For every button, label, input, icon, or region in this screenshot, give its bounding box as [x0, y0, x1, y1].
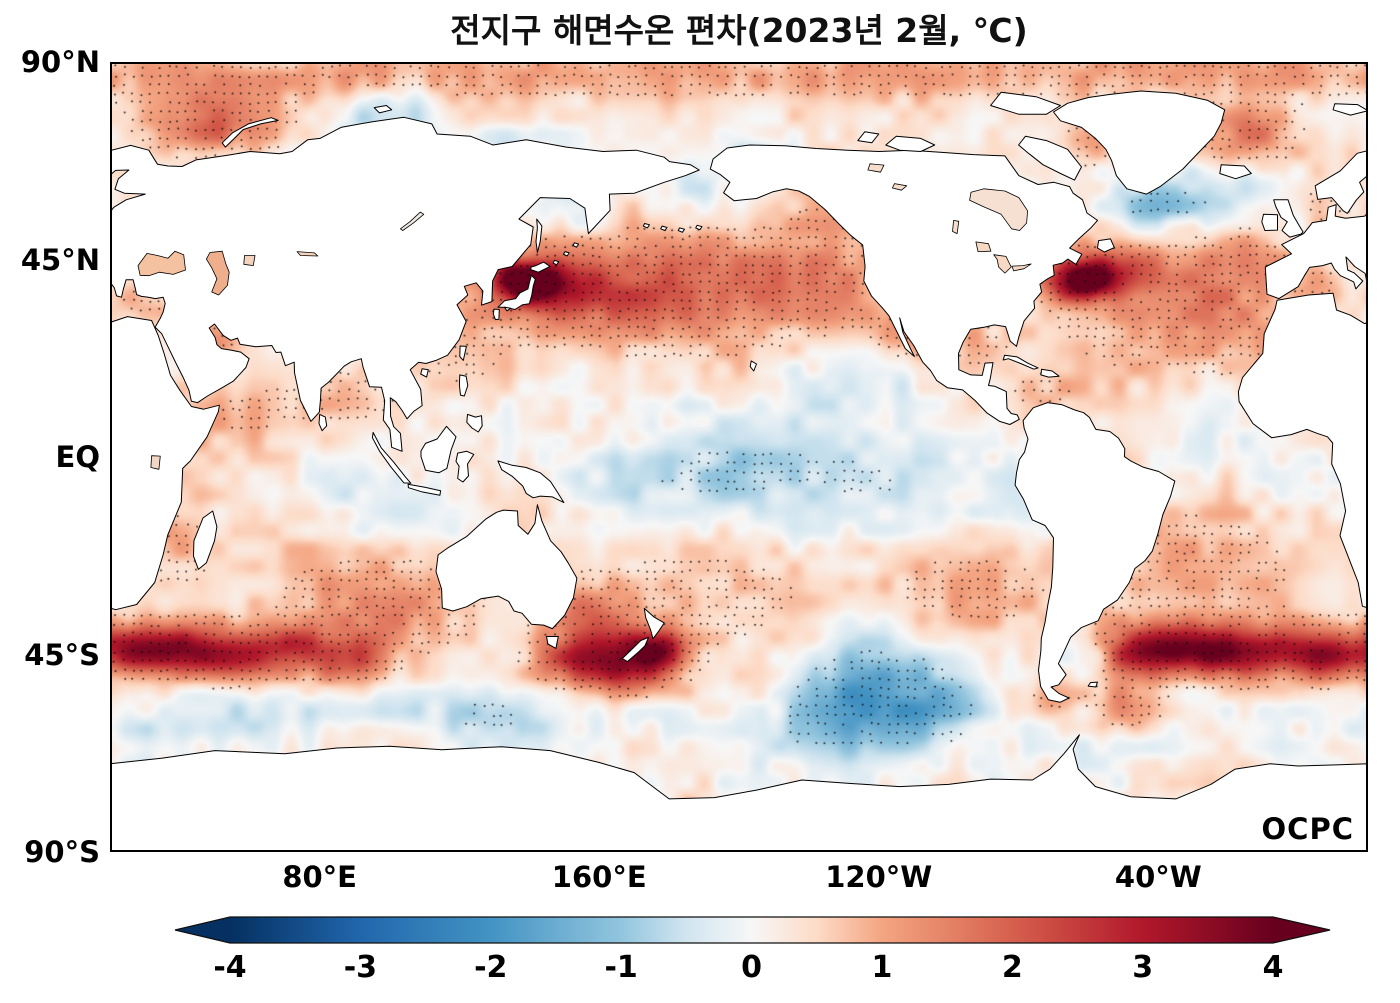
landmass-tasmania	[546, 636, 559, 649]
y-tick-label-0: 90°N	[20, 45, 100, 79]
colorbar-tick-label-1: -3	[343, 950, 378, 985]
landmass-baffin-island	[1018, 135, 1082, 181]
landmass-aleutian-2	[660, 225, 668, 231]
landmass-luzon	[458, 374, 469, 397]
colorbar-tick-label-3: -1	[604, 950, 638, 985]
lake-lake-victoria	[150, 455, 161, 470]
landmass-java	[407, 483, 442, 496]
chart-title: 전지구 해면수온 편차(2023년 2월, ℃)	[450, 11, 1028, 50]
lake-caspian-sea	[206, 250, 230, 296]
x-tick-label-0: 80°E	[282, 860, 357, 894]
landmass-eurasia	[1264, 150, 1368, 300]
x-tick-label-1: 160°E	[551, 860, 647, 894]
colorbar-tick-label-5: 1	[871, 950, 893, 985]
landmass-great-britain	[1273, 199, 1304, 238]
landmass-sumatra	[371, 431, 412, 484]
landmass-banks-island	[857, 131, 880, 144]
landmass-north-america	[709, 144, 1098, 425]
lake-great-bear-lake	[867, 163, 885, 173]
landmass-ireland	[1261, 213, 1278, 231]
watermark-ocpc: OCPC	[1261, 812, 1354, 846]
landmass-cuba	[1002, 354, 1039, 370]
y-tick-label-1: 45°N	[20, 242, 100, 277]
colorbar-tick-label-4: 0	[741, 950, 762, 985]
landmass-mindanao	[466, 413, 483, 433]
y-tick-label-4: 90°S	[24, 835, 100, 869]
landmass-south-america	[1014, 402, 1176, 703]
colorbar-tick-label-7: 3	[1132, 950, 1154, 985]
map-frame	[110, 62, 1368, 852]
lake-hudson-bay	[969, 188, 1028, 231]
landmass-novaya-zemlya	[221, 117, 279, 148]
landmass-hainan	[420, 368, 429, 378]
landmass-eurasia	[110, 116, 700, 452]
lake-lake-balkhash	[296, 251, 319, 257]
landmass-kuril-3	[572, 242, 580, 248]
y-tick-label-3: 45°S	[24, 637, 100, 672]
y-tick-label-2: EQ	[55, 440, 100, 474]
lake-black-sea	[137, 250, 186, 277]
landmass-aleutian-4	[695, 224, 703, 231]
lake-aral-sea	[243, 255, 256, 267]
landmass-victoria-island	[885, 135, 936, 152]
landmass-taiwan	[459, 345, 467, 361]
landmass-borneo	[420, 425, 457, 474]
x-tick-label-2: 120°W	[825, 860, 933, 894]
landmass-sri-lanka	[318, 413, 328, 432]
lake-lake-superior	[975, 241, 992, 253]
landmass-shikoku	[504, 306, 512, 312]
colorbar-tick-label-2: -2	[474, 950, 508, 985]
lake-lake-huron-michigan	[993, 254, 1012, 274]
landmass-new-guinea	[497, 460, 565, 504]
landmass-falklands	[1087, 681, 1098, 688]
x-tick-label-3: 40°W	[1114, 860, 1202, 894]
landmass-hawaii	[749, 360, 757, 372]
landmass-svalbard	[1332, 103, 1368, 116]
colorbar-tick-label-8: 4	[1262, 950, 1284, 985]
landmass-hispaniola	[1040, 368, 1060, 378]
colorbar-gradient	[174, 916, 1331, 944]
landmass-aleutian-1	[642, 223, 650, 229]
colorbar	[174, 916, 1331, 944]
landmass-newfoundland	[1097, 238, 1115, 253]
landmass-africa	[1237, 292, 1368, 609]
colorbar-tick-label-0: -4	[213, 950, 247, 985]
landmass-severnaya-zemlya	[373, 105, 393, 114]
landmass-nz-south-island	[621, 636, 649, 662]
landmass-nz-north-island	[643, 607, 665, 640]
landmass-iceland	[1219, 164, 1252, 180]
landmass-kyushu	[492, 308, 500, 321]
landmass-africa	[110, 316, 220, 611]
landmass-kuril-2	[563, 251, 570, 257]
landmass-australia	[435, 504, 578, 630]
landmass-antarctica	[110, 734, 1368, 852]
landmass-hokkaido	[530, 261, 551, 273]
map-area: OCPC	[110, 62, 1368, 852]
colorbar-tick-label-6: 2	[1001, 950, 1023, 985]
lake-lake-erie-ontario	[1011, 263, 1032, 272]
landmass-aleutian-3	[677, 227, 685, 233]
landmass-greenland	[1053, 90, 1226, 195]
landmass-madagascar	[193, 510, 218, 570]
landmass-honshu	[497, 274, 536, 310]
coastline-overlay	[110, 62, 1368, 852]
landmass-kuril-1	[552, 259, 560, 266]
landmass-sulawesi	[455, 450, 475, 483]
lake-lake-baikal	[399, 211, 425, 231]
landmass-sakhalin	[535, 218, 543, 253]
landmass-ellesmere-island	[990, 91, 1061, 115]
lake-lake-winnipeg	[952, 219, 960, 235]
lake-great-slave-lake	[892, 183, 908, 191]
